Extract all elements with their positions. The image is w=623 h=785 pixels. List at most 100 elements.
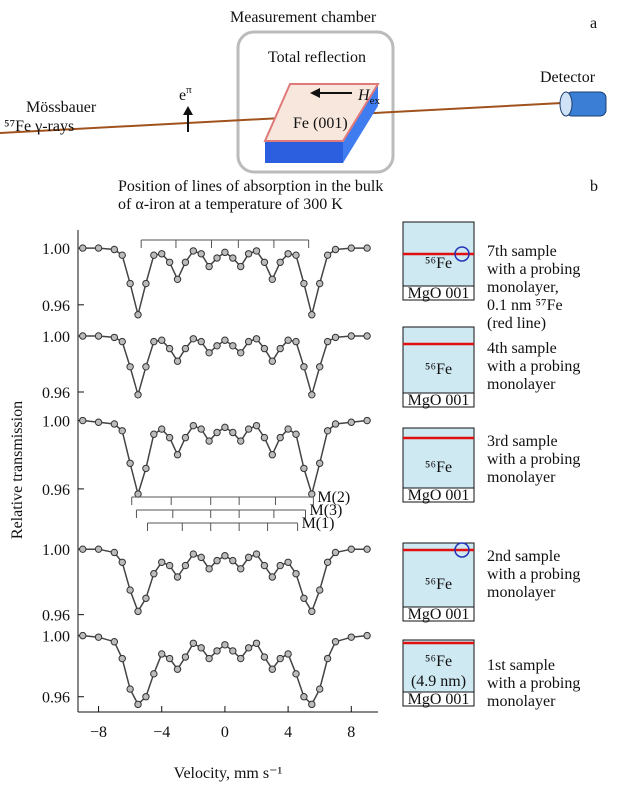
data-point [205,437,213,445]
data-point [252,421,261,430]
sample-description: with a probing [487,566,580,583]
data-point [110,638,119,646]
data-point [118,251,126,259]
data-point [229,556,237,565]
data-point [260,344,269,353]
data-point [126,279,134,288]
data-point [197,644,205,652]
data-point [79,631,87,640]
y-tick-label: 1.00 [42,542,70,559]
data-point [197,250,205,258]
data-point [229,428,237,437]
data-point [205,565,213,573]
y-tick-label: 0.96 [42,690,70,707]
data-point [134,391,142,399]
data-point [316,363,324,371]
label-sup: π [186,84,192,96]
data-point [134,311,142,319]
data-point [189,639,198,647]
layer-label: ⁵⁶Fe [425,576,452,593]
data-point [276,561,284,570]
substrate [402,285,475,301]
data-point [158,650,166,658]
data-point [181,344,190,353]
data-point [79,545,87,553]
substrate [402,691,475,707]
data-point [244,425,253,433]
data-point [276,258,284,266]
substrate-label: MgO 001 [408,285,470,302]
data-point [252,247,261,255]
sample-description: with a probing [487,261,580,278]
chamber-title: Measurement chamber [230,9,377,26]
data-point [268,451,277,459]
data-point [221,336,229,344]
data-point [142,693,150,701]
data-point [237,565,245,573]
data-point [150,570,158,578]
data-point [181,561,190,570]
data-point [213,254,221,262]
data-point [110,548,119,557]
data-point [150,251,158,259]
data-point [221,423,229,432]
data-point [260,258,269,266]
data-point [142,594,150,602]
caption: Position of lines of absorption in the b… [118,178,383,195]
sample-description: monolayer [487,469,556,486]
data-point [237,437,245,445]
data-point [189,550,198,558]
data-point [323,558,332,566]
data-point [181,433,190,442]
substrate-label: MgO 001 [408,606,470,623]
substrate [402,487,475,503]
data-point [173,573,182,581]
data-point [221,248,229,257]
crystal-side [265,141,343,163]
layer-label: ⁵⁶Fe [425,653,452,670]
y-tick-label: 0.96 [42,608,70,625]
y-tick-label: 0.96 [42,298,70,315]
crystal-side [343,84,378,163]
x-tick-label: 4 [284,724,292,741]
x-axis-label: Velocity, mm s⁻¹ [174,765,283,782]
source-label: Mössbauer [26,99,97,116]
label-sub: ex [370,95,381,107]
data-point [237,654,245,663]
data-point [260,653,269,661]
data-point [94,633,103,641]
data-point [118,654,126,663]
data-point [205,262,213,271]
data-point [292,670,300,678]
data-point [134,490,142,498]
y-tick-label: 1.00 [42,329,70,346]
data-point [118,337,126,346]
data-point [134,607,142,616]
data-point [308,311,316,319]
data-point [268,573,277,581]
data-point [213,428,221,437]
data-point [126,586,134,594]
layer-note: (4.9 nm) [411,673,466,690]
sample-description: monolayer, [487,279,559,296]
data-point [79,332,87,340]
x-tick-label: −8 [90,724,107,741]
data-point [197,425,205,433]
data-point [173,451,182,459]
spectrum-line [82,247,368,315]
data-point [79,244,87,252]
data-point [323,654,332,663]
data-point [284,650,292,658]
data-point [181,653,190,661]
data-point [363,631,371,640]
data-point [205,654,213,663]
data-point [347,633,356,641]
data-point [229,254,237,262]
crystal-label: Fe (001) [293,115,348,132]
data-point [347,418,356,426]
y-tick-label: 1.00 [42,414,70,431]
bracket-label: M(2) [317,489,350,506]
data-point [213,556,221,565]
data-point [300,594,308,602]
data-point [284,336,292,344]
